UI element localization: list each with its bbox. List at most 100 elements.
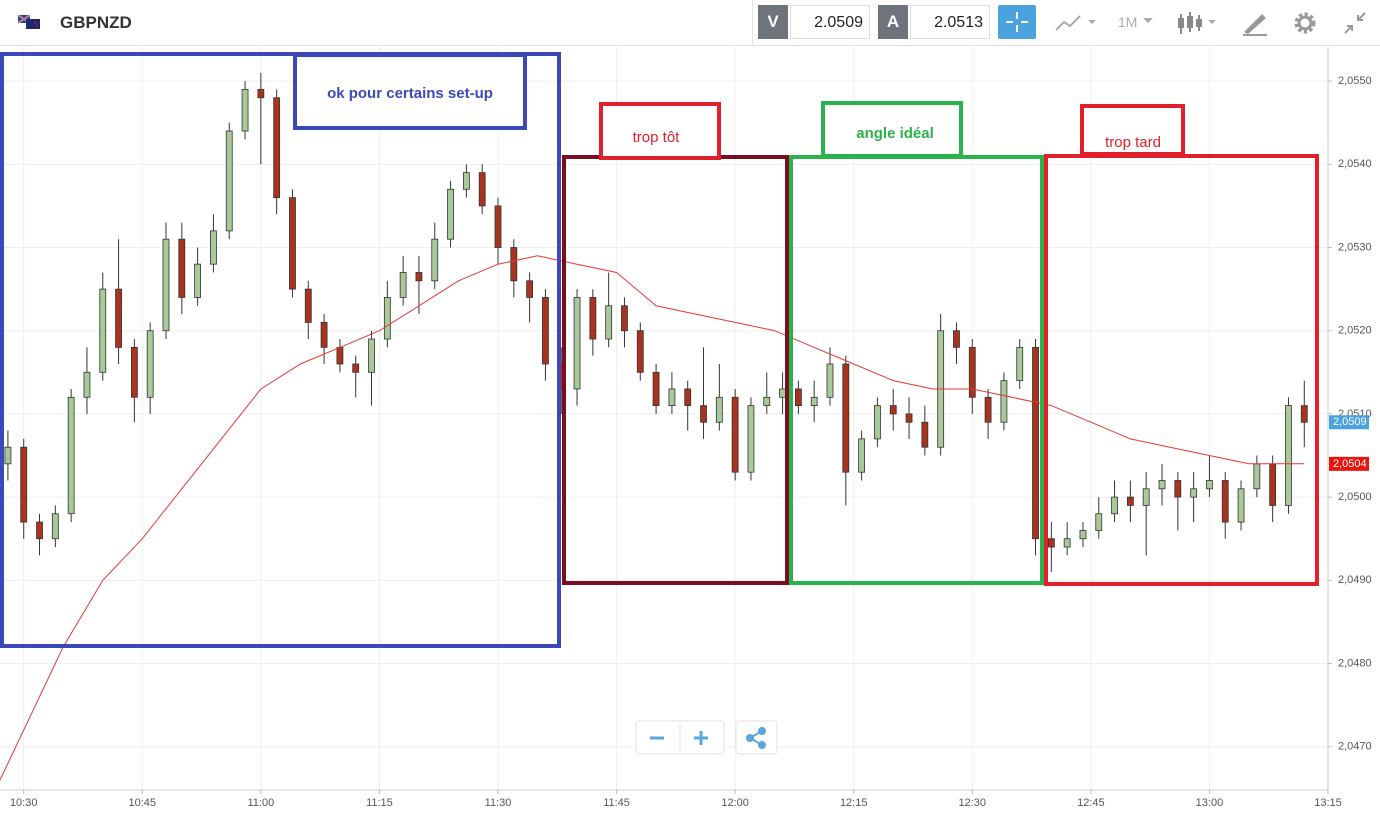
candle-body <box>352 363 360 373</box>
candle-body <box>1237 488 1245 523</box>
candle-body <box>20 446 28 523</box>
candle-body <box>399 272 407 298</box>
grid <box>0 47 1329 790</box>
candle-body <box>383 297 391 340</box>
candle-body <box>257 89 265 99</box>
candle-body <box>289 197 296 290</box>
candle-body <box>1190 488 1198 498</box>
candle-body <box>1285 405 1292 506</box>
candle-body <box>652 371 660 407</box>
y-tick-label: 2,0480 <box>1338 657 1372 669</box>
symbol: GBPNZD <box>60 13 132 32</box>
chart-type-button[interactable] <box>1052 6 1112 40</box>
crosshair-button[interactable] <box>998 5 1036 39</box>
candle-body <box>162 238 170 332</box>
y-tick-label: 2,0520 <box>1338 325 1372 337</box>
x-tick-label: 10:30 <box>10 797 38 809</box>
candle-body <box>478 172 486 207</box>
candle-body <box>1142 488 1150 506</box>
annotation-label-box <box>1080 104 1185 156</box>
candle-body <box>747 405 755 473</box>
candle-body <box>1079 530 1087 540</box>
candle-body <box>968 346 976 398</box>
candle-body <box>668 388 676 407</box>
candle-body <box>194 263 202 298</box>
x-tick-label: 11:45 <box>603 797 630 809</box>
moving-average <box>0 255 1305 781</box>
candle-body <box>874 405 881 440</box>
candle-body <box>368 338 375 373</box>
y-tick-label: 2,0540 <box>1338 158 1372 170</box>
candle-body <box>573 297 581 390</box>
annotation-label-box <box>821 101 963 158</box>
candle-body <box>431 238 439 282</box>
zoom-in-button[interactable] <box>694 731 708 745</box>
candle-body <box>320 322 328 348</box>
candle-body <box>415 272 423 282</box>
candle-body <box>510 247 518 282</box>
candle-body <box>462 172 470 190</box>
timeframe-button[interactable]: 1M <box>1118 14 1138 30</box>
candle-body <box>99 288 107 373</box>
price-tag <box>1329 456 1369 471</box>
candle-body <box>1158 480 1166 490</box>
candle-body <box>526 280 534 298</box>
candle-body <box>36 521 43 540</box>
settings-button[interactable] <box>1290 8 1320 38</box>
x-tick-label: 12:30 <box>959 797 987 809</box>
toolbar: GBPNZD V 2.0509 A 2.0513 1M <box>0 0 1380 46</box>
x-tick-label: 11:30 <box>485 797 512 809</box>
candle-body <box>1016 346 1024 382</box>
x-tick-label: 12:15 <box>840 797 868 809</box>
annotation-text: trop tôt <box>633 129 681 146</box>
x-tick-label: 11:00 <box>247 797 274 809</box>
candle-body <box>1206 480 1213 490</box>
candle-body <box>1095 513 1103 531</box>
x-tick-label: 12:45 <box>1077 797 1105 809</box>
candle-body <box>1174 480 1182 498</box>
y-tick-label: 2,0530 <box>1338 241 1372 253</box>
candle-body <box>1032 346 1039 540</box>
price-tag-label: 2,0504 <box>1333 458 1367 470</box>
candle-body <box>304 288 312 323</box>
collapse-button[interactable] <box>1340 8 1370 38</box>
annotation-box <box>0 52 561 648</box>
candle-body <box>889 405 897 415</box>
annotation-label-box <box>293 53 527 130</box>
draw-tool-button[interactable] <box>1240 8 1270 38</box>
candle-body <box>700 405 707 423</box>
candle-body <box>589 297 597 340</box>
candle-body <box>1047 538 1055 548</box>
candle-body <box>336 346 344 365</box>
candle-body <box>826 363 834 398</box>
candle-body <box>1111 496 1118 515</box>
share-button[interactable] <box>735 720 778 755</box>
candle-body <box>178 238 186 298</box>
crosshair-icon <box>1006 12 1028 32</box>
candle-body <box>905 413 913 423</box>
y-tick-label: 2,0470 <box>1338 741 1372 753</box>
candle-body <box>842 363 850 473</box>
candle-body <box>731 396 739 473</box>
x-tick-label: 11:15 <box>366 797 393 809</box>
candle-body <box>542 297 549 365</box>
bid-label[interactable]: V <box>758 5 788 39</box>
y-tick-label: 2,0490 <box>1338 574 1372 586</box>
x-tick-label: 12:00 <box>721 797 749 809</box>
candle-body <box>1253 463 1261 490</box>
bid-price[interactable]: 2.0509 <box>790 5 870 39</box>
ask-label[interactable]: A <box>878 5 908 39</box>
candle-body <box>605 305 613 340</box>
candle-body <box>810 396 818 407</box>
ask-price[interactable]: 2.0513 <box>910 5 990 39</box>
candle-body <box>636 330 644 373</box>
marks <box>0 72 1308 781</box>
candle-style-button[interactable] <box>1176 6 1226 40</box>
candle-body <box>921 421 929 448</box>
annotation-label-box <box>599 102 721 160</box>
price-tag-label: 2,0509 <box>1333 416 1367 428</box>
annotation-text: angle idéal <box>856 125 934 142</box>
candle-body <box>715 396 723 423</box>
